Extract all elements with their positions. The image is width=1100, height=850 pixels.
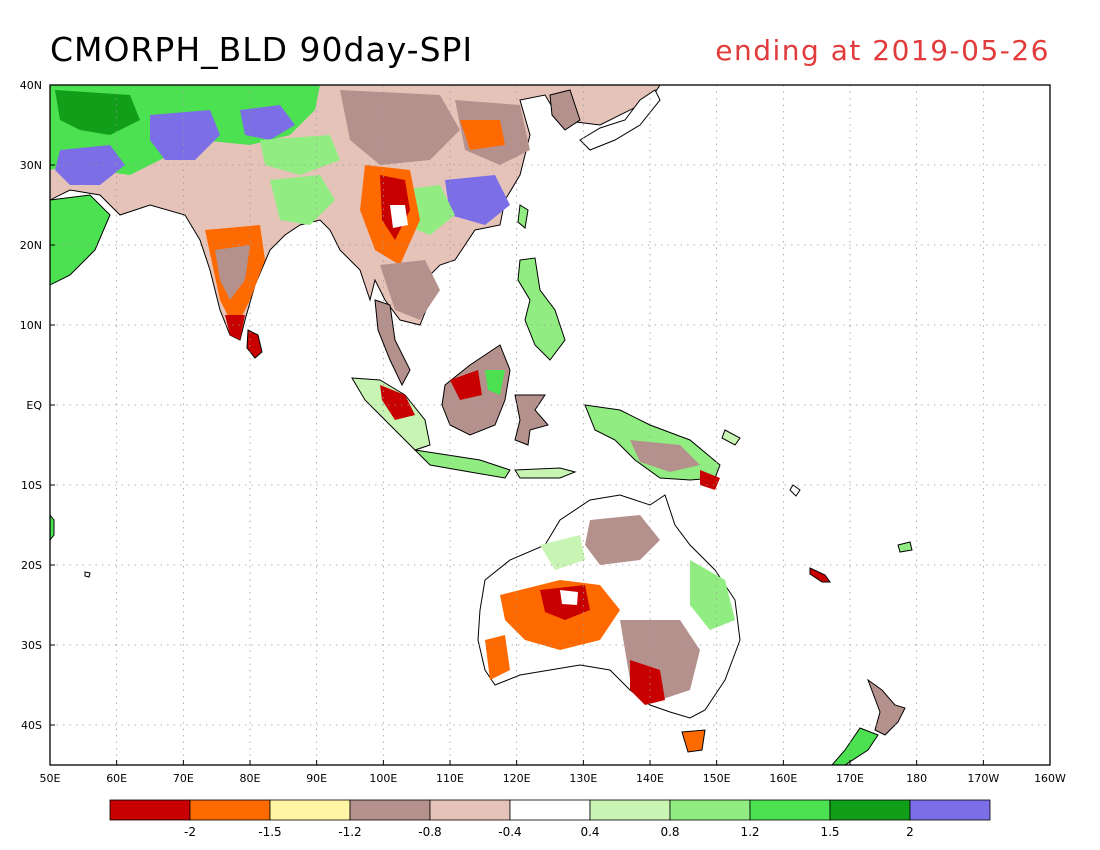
lat-tick-label: EQ: [26, 399, 42, 412]
lon-tick-label: 160W: [1034, 772, 1066, 785]
lon-tick-label: 170W: [967, 772, 999, 785]
colorbar-swatch: [429, 799, 511, 821]
lat-tick-label: 10N: [20, 319, 42, 332]
colorbar-swatch: [349, 799, 431, 821]
colorbar-swatch: [669, 799, 751, 821]
lon-tick-label: 160E: [769, 772, 797, 785]
land-new-zealand-south: [831, 727, 879, 765]
land-korea: [549, 89, 581, 131]
lon-tick-label: 170E: [836, 772, 864, 785]
land-sri-lanka: [246, 329, 263, 359]
colorbar-label: -0.8: [418, 825, 441, 839]
lon-tick-label: 60E: [106, 772, 127, 785]
lat-tick-label: 40S: [21, 719, 42, 732]
colorbar-swatch: [589, 799, 671, 821]
land-java: [413, 449, 511, 479]
lon-tick-label: 70E: [173, 772, 194, 785]
lat-tick-label: 30N: [20, 159, 42, 172]
map-title: CMORPH_BLD 90day-SPI: [50, 30, 474, 69]
lon-tick-label: 120E: [503, 772, 531, 785]
lat-tick-label: 30S: [21, 639, 42, 652]
land-japan: [579, 89, 661, 151]
colorbar-label: -0.4: [498, 825, 521, 839]
colorbar-swatch: [749, 799, 831, 821]
colorbar-label: 1.2: [740, 825, 759, 839]
colorbar-label: -2: [184, 825, 196, 839]
land-australia: [477, 494, 741, 719]
lon-tick-label: 150E: [703, 772, 731, 785]
map-area: [50, 85, 913, 765]
land-mauritius: [84, 571, 91, 578]
land-taiwan: [517, 204, 529, 229]
lat-tick-label: 20N: [20, 239, 42, 252]
graticule: [50, 85, 1050, 765]
land-philippines: [517, 257, 566, 361]
colorbar: -2 -1.5 -1.2 -0.8 -0.4 0.4 0.8 1.2 1.5 2: [109, 799, 991, 839]
colorbar-label: 1.5: [820, 825, 839, 839]
land-new-zealand-north: [866, 678, 906, 736]
land-fiji: [897, 541, 913, 553]
colorbar-swatch: [269, 799, 351, 821]
land-lesser-sunda: [514, 467, 577, 479]
lon-tick-label: 140E: [636, 772, 664, 785]
map-frame: [49, 84, 1051, 766]
colorbar-swatch: [829, 799, 911, 821]
colorbar-label: -1.2: [338, 825, 361, 839]
lat-tick-label: 20S: [21, 559, 42, 572]
colorbar-swatch: [189, 799, 271, 821]
lon-tick-label: 100E: [369, 772, 397, 785]
land-new-caledonia: [809, 567, 831, 583]
land-sumatra: [351, 377, 431, 451]
colorbar-swatch: [109, 799, 191, 821]
colorbar-label: 2: [906, 825, 914, 839]
colorbar-label: 0.4: [580, 825, 599, 839]
lon-tick-label: 180: [906, 772, 927, 785]
lat-tick-label: 40N: [20, 79, 42, 92]
map-subtitle-date: ending at 2019-05-26: [715, 34, 1050, 67]
land-malay-peninsula: [374, 299, 411, 387]
colorbar-swatch: [909, 799, 991, 821]
land-tasmania: [681, 729, 706, 753]
lon-tick-label: 80E: [240, 772, 261, 785]
lon-tick-label: 110E: [436, 772, 464, 785]
land-sulawesi: [514, 394, 549, 446]
land-solomon-islands: [721, 429, 741, 446]
latitude-tick-labels: 40N 30N 20N 10N EQ 10S 20S 30S 40S: [20, 79, 55, 732]
land-madagascar-edge: [50, 514, 55, 541]
lon-tick-label: 90E: [306, 772, 327, 785]
colorbar-label: 0.8: [660, 825, 679, 839]
colorbar-label: -1.5: [258, 825, 281, 839]
land-vanuatu: [789, 484, 801, 497]
lon-tick-label: 50E: [40, 772, 61, 785]
longitude-tick-labels: 50E 60E 70E 80E 90E 100E 110E 120E 130E 140E 150E 1…: [40, 760, 1066, 785]
colorbar-swatch: [509, 799, 591, 821]
lat-tick-label: 10S: [21, 479, 42, 492]
lon-tick-label: 130E: [569, 772, 597, 785]
